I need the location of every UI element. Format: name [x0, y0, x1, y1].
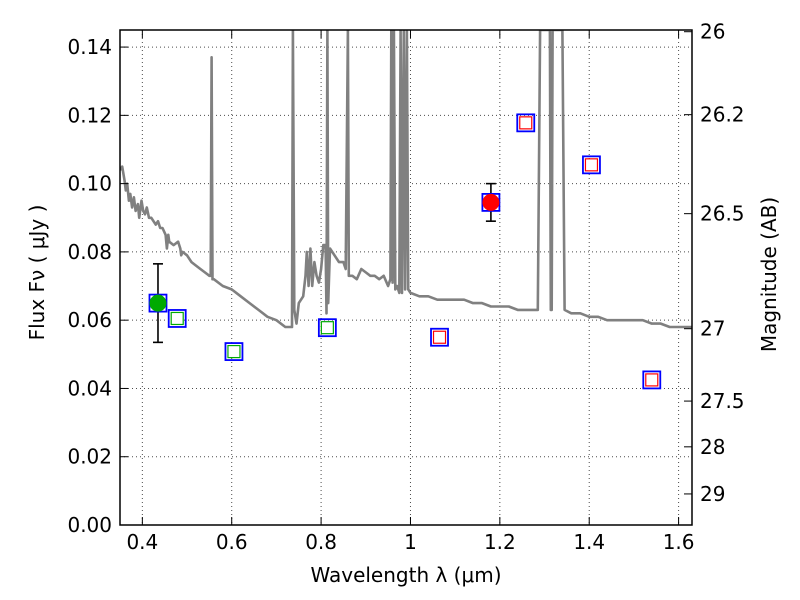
model-band-inner: [227, 344, 241, 359]
model-band-inner: [584, 158, 599, 172]
y-tick-label: 0.06: [67, 308, 112, 332]
y2-axis-ticks: 26 26.2 26.5 27 27.5 28 29: [684, 20, 745, 506]
model-band-box: [430, 327, 449, 347]
y2-tick-label: 29: [700, 482, 725, 506]
model-band-box: [317, 318, 337, 338]
x-tick-label: 1.2: [484, 530, 516, 554]
y2-tick-label: 28: [700, 435, 725, 459]
x-axis-ticks: 0.4 0.6 0.8 1 1.2 1.4 1.6: [126, 30, 695, 554]
y2-tick-label: 26.5: [700, 202, 745, 226]
model-band-inner: [519, 116, 533, 130]
model-band-box: [167, 309, 187, 328]
y-axis-title: Flux Fν ( μJy ): [25, 205, 49, 341]
y2-tick-label: 26.2: [700, 103, 745, 127]
x-tick-label: 1.4: [573, 530, 605, 554]
model-band-inner: [645, 373, 659, 387]
y-tick-label: 0.04: [67, 376, 112, 400]
y2-tick-label: 27.5: [700, 389, 745, 413]
y-axis-ticks: 0.00 0.02 0.04 0.06 0.08 0.10 0.12 0.14: [67, 35, 128, 537]
x-tick-label: 0.4: [126, 530, 158, 554]
spectrum-line: [120, 30, 692, 329]
model-band-box: [224, 342, 244, 361]
photometry-point: [482, 193, 500, 211]
y-tick-label: 0.02: [67, 445, 112, 469]
model-band-inner: [432, 330, 447, 344]
y-tick-label: 0.14: [67, 35, 112, 59]
y2-tick-label: 26: [700, 20, 725, 44]
x-axis-title: Wavelength λ (μm): [310, 563, 501, 587]
y-tick-label: 0.08: [67, 240, 112, 264]
y-tick-label: 0.00: [67, 513, 112, 537]
plot-frame: [119, 29, 693, 526]
model-band-inner: [170, 311, 184, 326]
x-tick-label: 1: [404, 530, 417, 554]
x-tick-label: 0.8: [305, 530, 337, 554]
photometry-markers: [148, 113, 662, 390]
y-tick-label: 0.12: [67, 103, 112, 127]
model-band-box: [516, 113, 536, 133]
photometry-point: [149, 294, 167, 312]
model-band-box: [642, 370, 662, 390]
model-band-box: [582, 155, 601, 175]
x-tick-label: 0.6: [216, 530, 248, 554]
x-tick-label: 1.6: [663, 530, 695, 554]
spectrum-series: [120, 30, 692, 329]
y2-axis-title: Magnitude (AB): [757, 197, 781, 352]
model-band-inner: [320, 321, 334, 335]
y-tick-label: 0.10: [67, 172, 112, 196]
y2-tick-label: 27: [700, 317, 725, 341]
